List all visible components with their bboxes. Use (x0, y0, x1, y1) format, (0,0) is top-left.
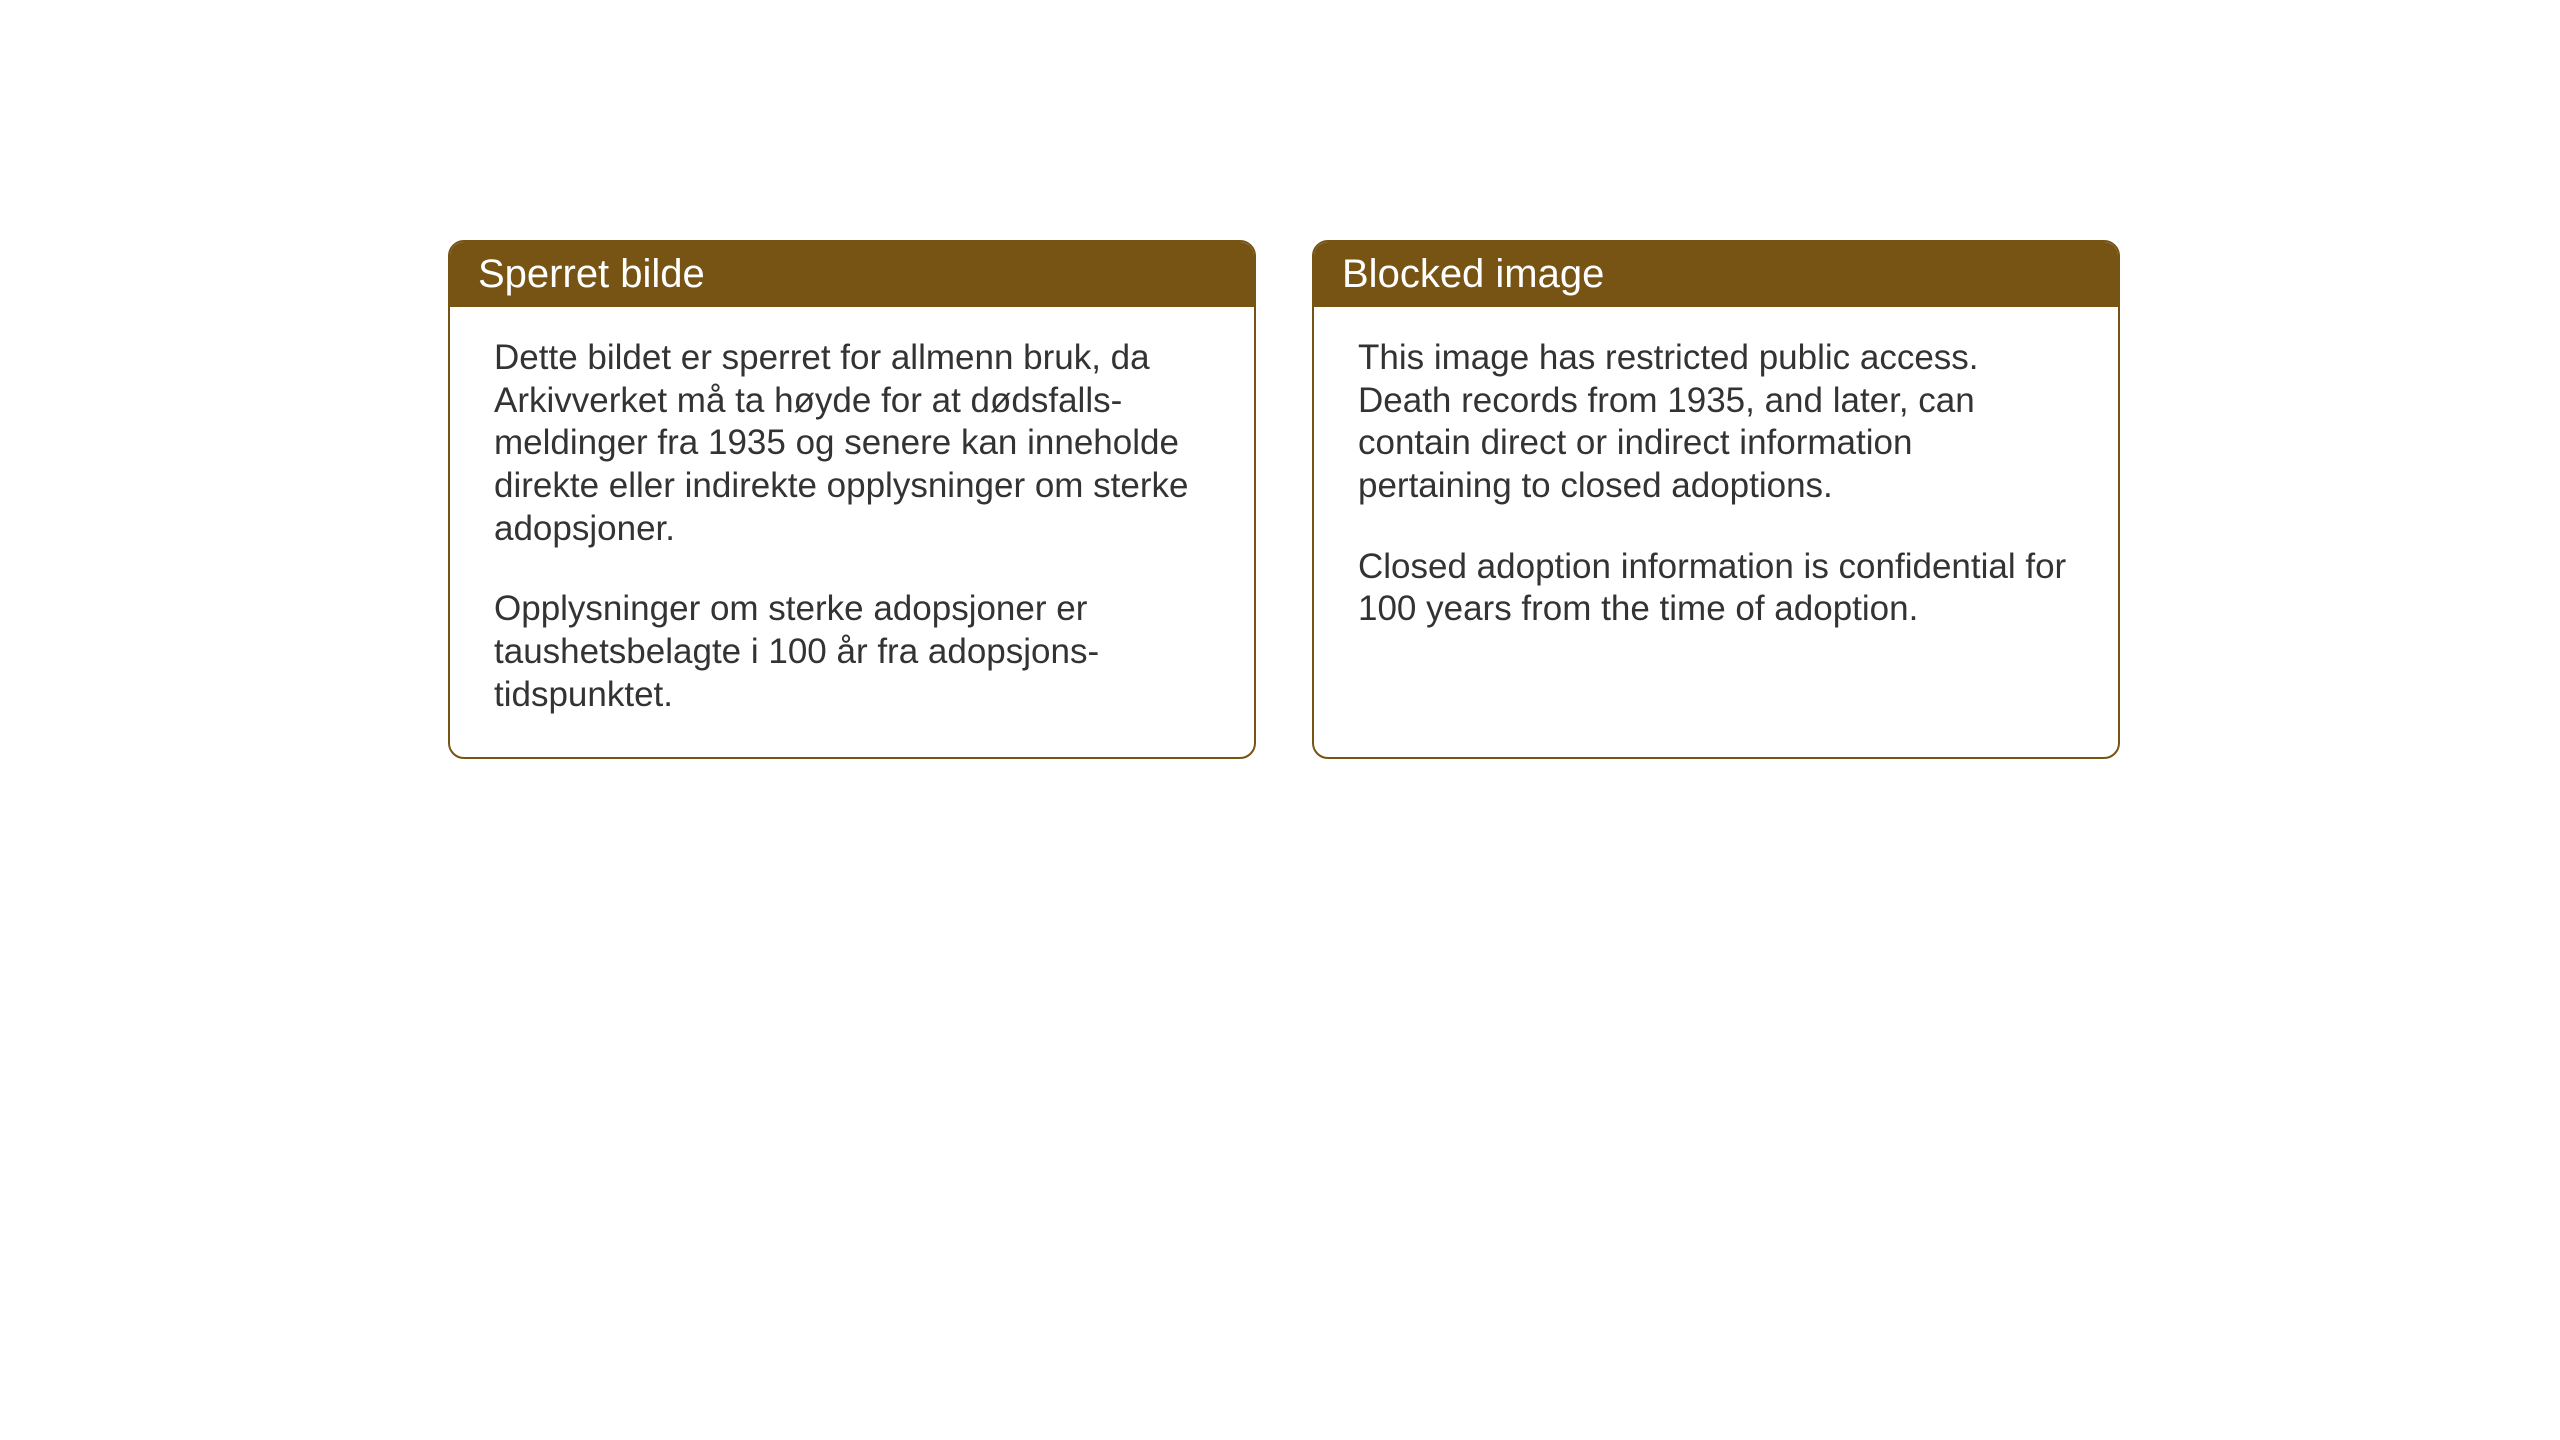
card-norwegian-body: Dette bildet er sperret for allmenn bruk… (450, 307, 1254, 757)
card-norwegian-title: Sperret bilde (478, 252, 705, 296)
card-norwegian-paragraph-2: Opplysninger om sterke adopsjoner er tau… (494, 588, 1210, 716)
card-english-paragraph-1: This image has restricted public access.… (1358, 337, 2074, 508)
card-norwegian-header: Sperret bilde (450, 242, 1254, 307)
card-norwegian: Sperret bilde Dette bildet er sperret fo… (448, 240, 1256, 759)
card-english-header: Blocked image (1314, 242, 2118, 307)
card-english: Blocked image This image has restricted … (1312, 240, 2120, 759)
card-english-body: This image has restricted public access.… (1314, 307, 2118, 671)
card-english-paragraph-2: Closed adoption information is confident… (1358, 546, 2074, 631)
cards-container: Sperret bilde Dette bildet er sperret fo… (448, 240, 2120, 759)
card-norwegian-paragraph-1: Dette bildet er sperret for allmenn bruk… (494, 337, 1210, 550)
card-english-title: Blocked image (1342, 252, 1604, 296)
